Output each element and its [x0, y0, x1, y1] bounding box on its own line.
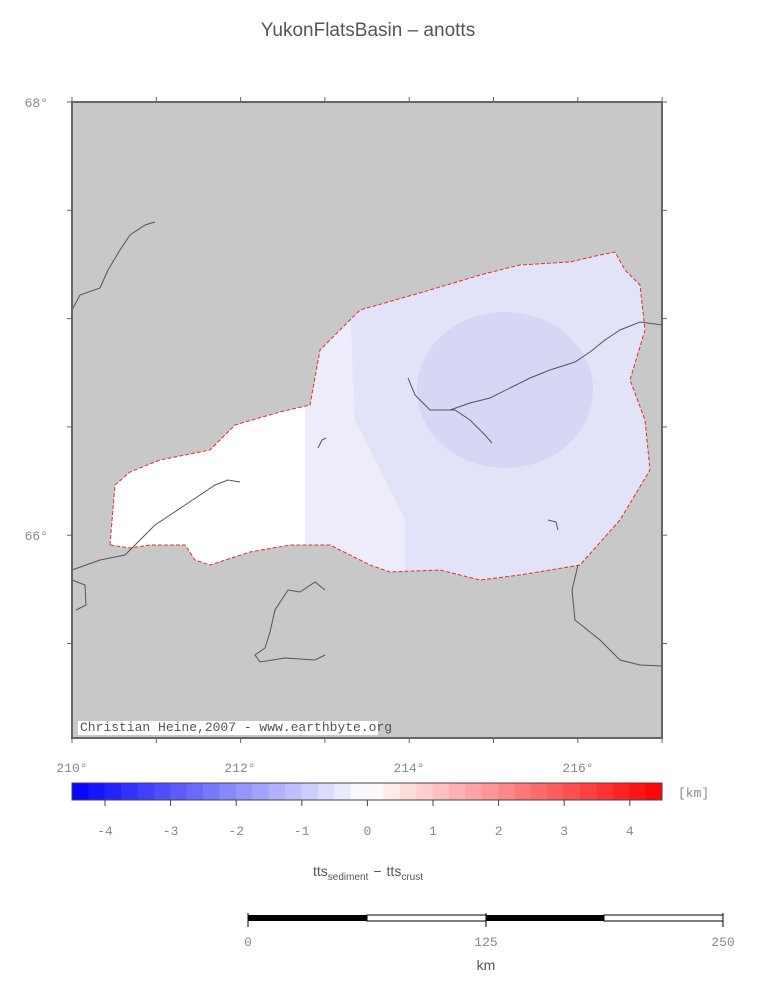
colorbar-tick-label: -4 [97, 824, 113, 839]
title: YukonFlatsBasin – anotts [261, 20, 475, 41]
colorbar-cell [530, 783, 548, 800]
colorbar-cell [350, 783, 368, 800]
colorbar-cell [104, 783, 122, 800]
colorbar-cell [186, 783, 204, 800]
colorbar-cell [580, 783, 597, 800]
colorbar-cell [432, 783, 450, 800]
colorbar-tick-label: 4 [626, 824, 634, 839]
lon-label: 212° [224, 761, 255, 776]
colorbar-tick-label: 2 [495, 824, 503, 839]
lon-label: 216° [562, 761, 593, 776]
lon-label: 214° [393, 761, 424, 776]
colorbar-cell [465, 783, 483, 800]
colorbar-cell [383, 783, 401, 800]
basin-outline [109, 251, 651, 581]
colorbar-cell [252, 783, 270, 800]
rivers [71, 221, 663, 667]
scale-unit: km [477, 957, 496, 973]
colorbar-cell [72, 783, 89, 800]
label-term: tts [387, 863, 402, 879]
colorbar-cell [88, 783, 106, 800]
colorbar-cell [399, 783, 417, 800]
colorbar-tick-label: -3 [163, 824, 179, 839]
colorbar-cell [153, 783, 171, 800]
scalebar: 0 125 250 km [244, 913, 735, 973]
credit: Christian Heine,2007 - www.earthbyte.org [80, 720, 392, 735]
colorbar-cell [137, 783, 155, 800]
colorbar-cell [416, 783, 434, 800]
lat-label: 68° [25, 96, 48, 111]
colorbar-cell [547, 783, 565, 800]
colorbar-cell [219, 783, 237, 800]
colorbar-cell [334, 783, 352, 800]
colorbar-tick-label: 1 [429, 824, 437, 839]
label-subscript: sediment [328, 872, 369, 883]
map-frame [71, 101, 663, 739]
scale-label: 0 [244, 935, 252, 950]
lon-label: 210° [56, 761, 87, 776]
colorbar-cell [268, 783, 286, 800]
colorbar-cell [301, 783, 319, 800]
colorbar-tick-label: -1 [294, 824, 310, 839]
frame-ticks [67, 97, 667, 743]
colorbar-cell [645, 783, 663, 800]
colorbar-cell [498, 783, 515, 800]
colorbar-cell [170, 783, 188, 800]
label-subscript: crust [401, 872, 423, 883]
colorbar-cell [612, 783, 630, 800]
colorbar-cell [317, 783, 335, 800]
credit-box [78, 721, 378, 735]
colorbar-cell [367, 783, 384, 800]
colorbar-cell [596, 783, 614, 800]
colorbar-label: ttssediment − ttscrust [313, 863, 423, 883]
colorbar-cell [481, 783, 499, 800]
lat-label: 66° [25, 529, 48, 544]
colorbar-cell [203, 783, 220, 800]
colorbar-cell [235, 783, 253, 800]
colorbar: [km] -4 -3 -2 -1 0 1 2 3 4 ttssediment − ttscrust [71, 782, 709, 883]
colorbar-tick-label: -2 [228, 824, 244, 839]
colorbar-cell [448, 783, 466, 800]
colorbar-cell [563, 783, 581, 800]
colorbar-cells [72, 783, 663, 800]
colorbar-cell [285, 783, 302, 800]
colorbar-cell [514, 783, 532, 800]
map: Christian Heine,2007 - www.earthbyte.org… [25, 96, 667, 776]
scale-label: 250 [711, 935, 734, 950]
label-term: tts [313, 863, 328, 879]
colorbar-cell [121, 783, 139, 800]
label-operator: − [373, 863, 381, 879]
colorbar-tick-label: 0 [363, 824, 371, 839]
colorbar-cell [629, 783, 647, 800]
colorbar-unit: [km] [678, 786, 709, 801]
scale-label: 125 [474, 935, 497, 950]
colorbar-ticks: -4 -3 -2 -1 0 1 2 3 4 [97, 800, 634, 839]
colorbar-tick-label: 3 [560, 824, 568, 839]
